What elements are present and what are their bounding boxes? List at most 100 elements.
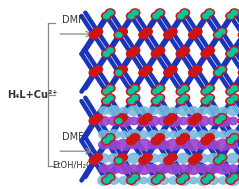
Circle shape bbox=[118, 114, 127, 121]
Circle shape bbox=[227, 153, 239, 163]
Circle shape bbox=[179, 141, 188, 149]
Circle shape bbox=[228, 141, 238, 149]
Circle shape bbox=[167, 163, 180, 174]
Circle shape bbox=[180, 84, 190, 92]
Circle shape bbox=[108, 154, 120, 163]
Circle shape bbox=[213, 69, 223, 77]
Circle shape bbox=[189, 177, 197, 184]
Circle shape bbox=[128, 178, 134, 183]
Circle shape bbox=[127, 153, 140, 163]
Circle shape bbox=[207, 154, 219, 163]
Circle shape bbox=[118, 66, 127, 73]
Circle shape bbox=[226, 88, 235, 95]
Circle shape bbox=[168, 66, 177, 73]
Circle shape bbox=[155, 9, 165, 16]
Circle shape bbox=[219, 67, 225, 72]
Circle shape bbox=[103, 51, 109, 56]
Circle shape bbox=[148, 154, 159, 163]
Circle shape bbox=[176, 88, 186, 95]
Circle shape bbox=[139, 117, 148, 125]
Circle shape bbox=[230, 173, 239, 181]
Circle shape bbox=[198, 164, 208, 173]
Circle shape bbox=[102, 12, 111, 20]
Circle shape bbox=[107, 48, 113, 53]
Circle shape bbox=[228, 165, 238, 172]
Circle shape bbox=[102, 88, 111, 95]
Circle shape bbox=[177, 153, 190, 163]
Circle shape bbox=[89, 117, 99, 125]
Circle shape bbox=[192, 66, 202, 73]
Circle shape bbox=[219, 29, 225, 34]
Circle shape bbox=[108, 117, 120, 125]
Circle shape bbox=[182, 10, 188, 15]
Circle shape bbox=[203, 14, 209, 19]
Circle shape bbox=[128, 129, 140, 139]
Circle shape bbox=[129, 141, 138, 149]
Text: EtOH/H₂O: EtOH/H₂O bbox=[53, 161, 93, 170]
Circle shape bbox=[130, 94, 140, 101]
Circle shape bbox=[153, 178, 159, 183]
Circle shape bbox=[192, 114, 202, 121]
Circle shape bbox=[215, 119, 221, 123]
Circle shape bbox=[206, 10, 213, 15]
Circle shape bbox=[153, 89, 159, 94]
Circle shape bbox=[116, 33, 122, 37]
Circle shape bbox=[217, 28, 227, 35]
Circle shape bbox=[99, 107, 109, 115]
Circle shape bbox=[103, 138, 109, 143]
Circle shape bbox=[203, 89, 209, 94]
Circle shape bbox=[177, 176, 190, 185]
Circle shape bbox=[217, 66, 227, 73]
Circle shape bbox=[205, 94, 214, 101]
Circle shape bbox=[176, 12, 186, 20]
Circle shape bbox=[219, 155, 227, 161]
Circle shape bbox=[129, 165, 139, 172]
Circle shape bbox=[136, 163, 151, 174]
Circle shape bbox=[201, 50, 211, 58]
Circle shape bbox=[180, 134, 190, 141]
Circle shape bbox=[180, 9, 190, 16]
Circle shape bbox=[169, 108, 178, 114]
Circle shape bbox=[155, 94, 165, 101]
Circle shape bbox=[126, 50, 136, 58]
Circle shape bbox=[215, 33, 221, 37]
Circle shape bbox=[189, 117, 198, 125]
Circle shape bbox=[205, 134, 214, 141]
Circle shape bbox=[128, 176, 140, 185]
Circle shape bbox=[205, 9, 214, 16]
Circle shape bbox=[151, 12, 161, 20]
Circle shape bbox=[89, 31, 99, 39]
Circle shape bbox=[230, 134, 239, 141]
Circle shape bbox=[231, 48, 238, 53]
Circle shape bbox=[139, 31, 148, 39]
Circle shape bbox=[147, 176, 160, 185]
Text: H₄L+Cu²⁺: H₄L+Cu²⁺ bbox=[7, 90, 58, 99]
Circle shape bbox=[157, 10, 163, 15]
Circle shape bbox=[201, 137, 211, 145]
Circle shape bbox=[168, 153, 177, 161]
Circle shape bbox=[178, 99, 184, 104]
Circle shape bbox=[117, 163, 130, 174]
Circle shape bbox=[228, 99, 234, 104]
Circle shape bbox=[151, 50, 161, 58]
Circle shape bbox=[231, 135, 238, 140]
Circle shape bbox=[213, 117, 223, 125]
Circle shape bbox=[231, 10, 238, 15]
Circle shape bbox=[99, 165, 109, 173]
Circle shape bbox=[130, 9, 140, 16]
Circle shape bbox=[217, 114, 227, 121]
Circle shape bbox=[120, 131, 128, 138]
Circle shape bbox=[148, 140, 159, 149]
Text: DMF: DMF bbox=[62, 15, 84, 25]
Circle shape bbox=[158, 140, 169, 149]
Circle shape bbox=[99, 141, 109, 149]
Circle shape bbox=[186, 139, 201, 150]
Circle shape bbox=[230, 9, 239, 16]
Circle shape bbox=[155, 134, 165, 141]
Circle shape bbox=[238, 69, 239, 77]
Circle shape bbox=[108, 140, 120, 149]
Circle shape bbox=[227, 130, 239, 139]
Circle shape bbox=[149, 107, 158, 114]
Circle shape bbox=[216, 115, 230, 127]
Circle shape bbox=[238, 117, 239, 125]
